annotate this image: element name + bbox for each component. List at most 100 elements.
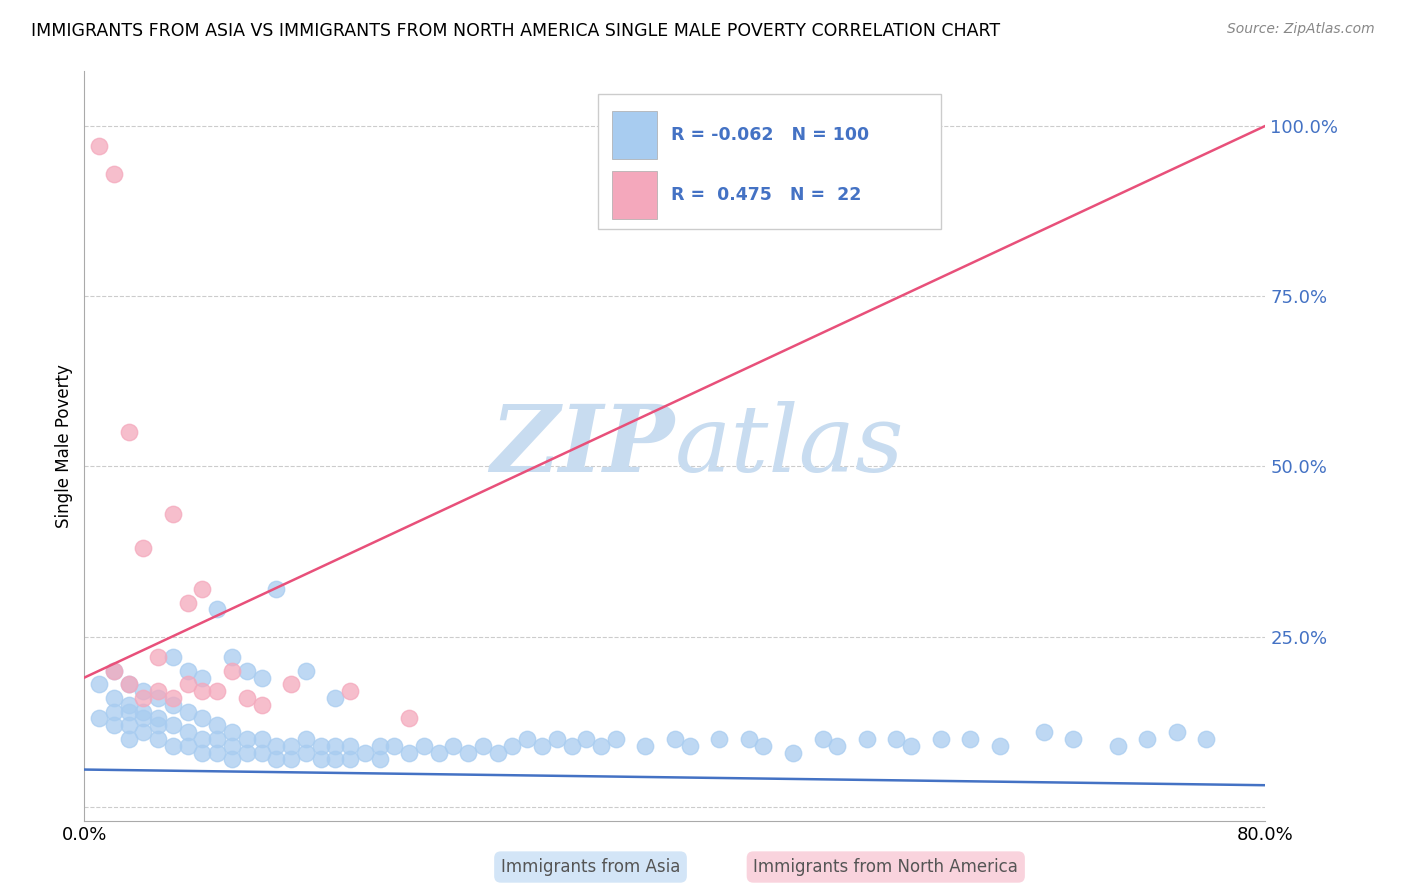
- Point: [148, 718, 170, 732]
- Point: [457, 746, 479, 760]
- Point: [354, 746, 377, 760]
- Point: [177, 739, 200, 753]
- Point: [295, 746, 318, 760]
- Point: [309, 739, 332, 753]
- Point: [561, 739, 583, 753]
- Point: [103, 664, 125, 678]
- Point: [103, 718, 125, 732]
- Point: [148, 650, 170, 665]
- Point: [118, 718, 141, 732]
- Point: [221, 739, 243, 753]
- Point: [103, 705, 125, 719]
- Point: [368, 752, 391, 766]
- Point: [236, 731, 259, 746]
- Point: [191, 711, 214, 725]
- Point: [118, 705, 141, 719]
- Point: [382, 739, 406, 753]
- Point: [148, 691, 170, 706]
- Point: [782, 746, 804, 760]
- Point: [295, 664, 318, 678]
- Point: [103, 167, 125, 181]
- Point: [207, 684, 229, 698]
- Point: [132, 684, 155, 698]
- Point: [959, 731, 981, 746]
- Point: [118, 425, 141, 440]
- Point: [280, 752, 302, 766]
- Point: [1033, 725, 1056, 739]
- Point: [103, 664, 125, 678]
- Point: [856, 731, 879, 746]
- Point: [443, 739, 465, 753]
- Point: [132, 711, 155, 725]
- Point: [207, 746, 229, 760]
- Text: Immigrants from Asia: Immigrants from Asia: [501, 858, 681, 876]
- Text: Immigrants from North America: Immigrants from North America: [754, 858, 1018, 876]
- Point: [191, 731, 214, 746]
- Point: [266, 739, 288, 753]
- Point: [1136, 731, 1159, 746]
- Point: [325, 691, 347, 706]
- Point: [591, 739, 613, 753]
- Point: [177, 705, 200, 719]
- Point: [280, 677, 302, 691]
- Point: [266, 752, 288, 766]
- Point: [162, 718, 184, 732]
- Point: [191, 582, 214, 596]
- Point: [103, 691, 125, 706]
- Point: [427, 746, 450, 760]
- Text: R =  0.475   N =  22: R = 0.475 N = 22: [671, 186, 862, 204]
- Point: [236, 746, 259, 760]
- Point: [339, 739, 361, 753]
- Point: [752, 739, 775, 753]
- Point: [398, 711, 420, 725]
- Point: [236, 664, 259, 678]
- Point: [605, 731, 627, 746]
- Y-axis label: Single Male Poverty: Single Male Poverty: [55, 364, 73, 528]
- Text: ZIP: ZIP: [491, 401, 675, 491]
- Point: [266, 582, 288, 596]
- Point: [162, 650, 184, 665]
- Point: [207, 718, 229, 732]
- Point: [575, 731, 598, 746]
- Point: [709, 731, 731, 746]
- Point: [191, 684, 214, 698]
- Point: [162, 739, 184, 753]
- Point: [664, 731, 686, 746]
- Point: [207, 731, 229, 746]
- Point: [177, 677, 200, 691]
- Point: [132, 705, 155, 719]
- Point: [280, 739, 302, 753]
- Text: R = -0.062   N = 100: R = -0.062 N = 100: [671, 126, 869, 144]
- Point: [679, 739, 702, 753]
- Point: [413, 739, 436, 753]
- Point: [177, 725, 200, 739]
- Point: [398, 746, 420, 760]
- Point: [339, 752, 361, 766]
- Point: [546, 731, 568, 746]
- Point: [221, 664, 243, 678]
- Point: [162, 698, 184, 712]
- FancyBboxPatch shape: [598, 94, 941, 228]
- Point: [118, 677, 141, 691]
- Point: [250, 731, 273, 746]
- Point: [132, 691, 155, 706]
- Point: [325, 739, 347, 753]
- Point: [516, 731, 538, 746]
- Point: [325, 752, 347, 766]
- Point: [148, 684, 170, 698]
- Text: IMMIGRANTS FROM ASIA VS IMMIGRANTS FROM NORTH AMERICA SINGLE MALE POVERTY CORREL: IMMIGRANTS FROM ASIA VS IMMIGRANTS FROM …: [31, 22, 1000, 40]
- Text: Source: ZipAtlas.com: Source: ZipAtlas.com: [1227, 22, 1375, 37]
- Point: [988, 739, 1011, 753]
- Point: [486, 746, 509, 760]
- Point: [250, 671, 273, 685]
- Point: [1063, 731, 1085, 746]
- Point: [221, 650, 243, 665]
- Point: [250, 698, 273, 712]
- Point: [1166, 725, 1188, 739]
- Point: [118, 731, 141, 746]
- Point: [472, 739, 495, 753]
- Point: [207, 602, 229, 616]
- Point: [811, 731, 834, 746]
- Point: [87, 677, 111, 691]
- Point: [87, 139, 111, 153]
